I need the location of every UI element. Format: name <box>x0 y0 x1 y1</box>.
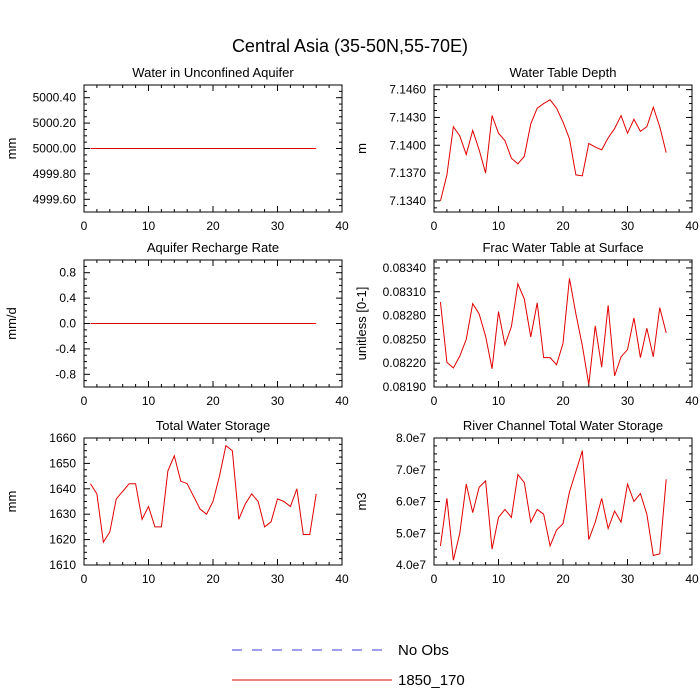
x-tick-label: 40 <box>685 394 699 408</box>
y-tick-label: 6.0e7 <box>396 495 426 509</box>
x-tick-label: 20 <box>556 219 570 233</box>
y-tick-label: 7.1370 <box>389 166 426 180</box>
legend-label-1: No Obs <box>398 642 449 659</box>
panel-title: Aquifer Recharge Rate <box>147 240 279 255</box>
y-tick-label: 0.08340 <box>383 261 427 275</box>
legend: No Obs 1850_170 <box>232 642 465 689</box>
x-tick-label: 40 <box>335 572 349 586</box>
x-tick-label: 10 <box>142 394 156 408</box>
legend-label-2: 1850_170 <box>398 672 465 689</box>
x-tick-label: 40 <box>685 219 699 233</box>
y-tick-label: 5000.20 <box>33 116 77 130</box>
y-tick-label: -0.4 <box>55 342 76 356</box>
y-tick-label: 4.0e7 <box>396 558 426 572</box>
main-title: Central Asia (35-50N,55-70E) <box>232 36 468 56</box>
x-tick-label: 10 <box>492 394 506 408</box>
x-tick-label: 30 <box>621 572 635 586</box>
x-tick-label: 10 <box>492 219 506 233</box>
x-tick-label: 0 <box>81 394 88 408</box>
y-axis-label: mm <box>4 491 19 513</box>
x-tick-label: 30 <box>621 219 635 233</box>
y-axis-label: mm <box>4 138 19 160</box>
y-tick-label: 0.08220 <box>383 356 427 370</box>
y-axis-label: unitless [0-1] <box>354 287 369 361</box>
y-tick-label: 4999.60 <box>33 192 77 206</box>
x-tick-label: 10 <box>142 572 156 586</box>
y-tick-label: 1650 <box>49 456 76 470</box>
x-tick-label: 0 <box>81 572 88 586</box>
plot-frame <box>433 84 693 213</box>
y-tick-label: 1640 <box>49 482 76 496</box>
y-tick-label: 7.0e7 <box>396 463 426 477</box>
x-tick-label: 20 <box>556 572 570 586</box>
y-tick-label: 8.0e7 <box>396 431 426 445</box>
x-tick-label: 30 <box>271 219 285 233</box>
y-tick-label: 0.08190 <box>383 380 427 394</box>
panel-title: Total Water Storage <box>156 418 270 433</box>
series-line-1850_170 <box>439 278 667 385</box>
chart-panel-2: Water Table Depth m 0 10 20 30 40 7.1340 7.1370 7… <box>354 65 699 233</box>
y-tick-label: 1620 <box>49 533 76 547</box>
y-tick-label: 1610 <box>49 558 76 572</box>
chart-panel-4: Frac Water Table at Surface unitless [0-1… <box>354 240 699 408</box>
x-tick-label: 0 <box>431 572 438 586</box>
x-tick-label: 30 <box>621 394 635 408</box>
plot-frame <box>433 259 693 388</box>
x-tick-label: 0 <box>431 394 438 408</box>
panel-title: Water in Unconfined Aquifer <box>132 65 294 80</box>
x-tick-label: 0 <box>81 219 88 233</box>
series-line-1850_170 <box>439 99 667 202</box>
y-tick-label: -0.8 <box>55 367 76 381</box>
chart-panel-3: Aquifer Recharge Rate mm/d 0 10 20 30 40 -0.8 -0… <box>4 240 349 408</box>
x-tick-label: 20 <box>556 394 570 408</box>
chart-panel-5: Total Water Storage mm 0 10 20 30 40 1610 1620 16… <box>4 418 349 586</box>
x-tick-label: 30 <box>271 394 285 408</box>
y-tick-label: 5.0e7 <box>396 526 426 540</box>
y-tick-label: 0.0 <box>59 317 76 331</box>
series-line-1850_170 <box>439 450 667 561</box>
panel-title: Water Table Depth <box>510 65 617 80</box>
y-tick-label: 7.1460 <box>389 83 426 97</box>
x-tick-label: 10 <box>492 572 506 586</box>
y-axis-label: m <box>354 143 369 154</box>
y-tick-label: 5000.40 <box>33 91 77 105</box>
x-tick-label: 30 <box>271 572 285 586</box>
y-tick-label: 0.8 <box>59 266 76 280</box>
plot-frame <box>433 437 693 566</box>
x-tick-label: 0 <box>431 219 438 233</box>
y-axis-label: m3 <box>354 492 369 510</box>
x-tick-label: 10 <box>142 219 156 233</box>
panel-title: River Channel Total Water Storage <box>463 418 663 433</box>
x-tick-label: 20 <box>206 219 220 233</box>
x-tick-label: 40 <box>335 394 349 408</box>
y-tick-label: 7.1340 <box>389 194 426 208</box>
y-tick-label: 0.08280 <box>383 309 427 323</box>
y-tick-label: 1630 <box>49 507 76 521</box>
chart-panel-6: River Channel Total Water Storage m3 0 10 20… <box>354 418 699 586</box>
chart-panel-1: Water in Unconfined Aquifer mm 0 10 20 30 40 49… <box>4 65 349 233</box>
y-tick-label: 7.1430 <box>389 110 426 124</box>
y-tick-label: 5000.00 <box>33 142 77 156</box>
y-tick-label: 7.1400 <box>389 138 426 152</box>
y-tick-label: 1660 <box>49 431 76 445</box>
x-tick-label: 20 <box>206 394 220 408</box>
panel-title: Frac Water Table at Surface <box>482 240 643 255</box>
x-tick-label: 40 <box>685 572 699 586</box>
y-tick-label: 4999.80 <box>33 167 77 181</box>
series-line-1850_170 <box>90 444 317 544</box>
y-tick-label: 0.4 <box>59 291 76 305</box>
y-tick-label: 0.08310 <box>383 285 427 299</box>
y-tick-label: 0.08250 <box>383 332 427 346</box>
x-tick-label: 40 <box>335 219 349 233</box>
x-tick-label: 20 <box>206 572 220 586</box>
y-axis-label: mm/d <box>4 307 19 340</box>
